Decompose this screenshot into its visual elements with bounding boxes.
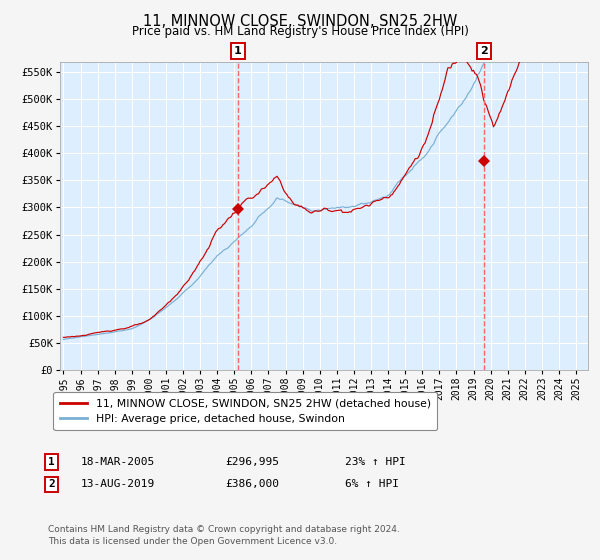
Text: £296,995: £296,995 [225, 457, 279, 467]
Text: 1: 1 [234, 46, 242, 56]
Text: 13-AUG-2019: 13-AUG-2019 [81, 479, 155, 489]
Text: 2: 2 [480, 46, 488, 56]
Legend: 11, MINNOW CLOSE, SWINDON, SN25 2HW (detached house), HPI: Average price, detach: 11, MINNOW CLOSE, SWINDON, SN25 2HW (det… [53, 392, 437, 430]
Text: Price paid vs. HM Land Registry's House Price Index (HPI): Price paid vs. HM Land Registry's House … [131, 25, 469, 38]
Text: 11, MINNOW CLOSE, SWINDON, SN25 2HW: 11, MINNOW CLOSE, SWINDON, SN25 2HW [143, 14, 457, 29]
Text: £386,000: £386,000 [225, 479, 279, 489]
Text: Contains HM Land Registry data © Crown copyright and database right 2024.
This d: Contains HM Land Registry data © Crown c… [48, 525, 400, 546]
Text: 18-MAR-2005: 18-MAR-2005 [81, 457, 155, 467]
Text: 2: 2 [48, 479, 55, 489]
Text: 23% ↑ HPI: 23% ↑ HPI [345, 457, 406, 467]
Text: 6% ↑ HPI: 6% ↑ HPI [345, 479, 399, 489]
Text: 1: 1 [48, 457, 55, 467]
